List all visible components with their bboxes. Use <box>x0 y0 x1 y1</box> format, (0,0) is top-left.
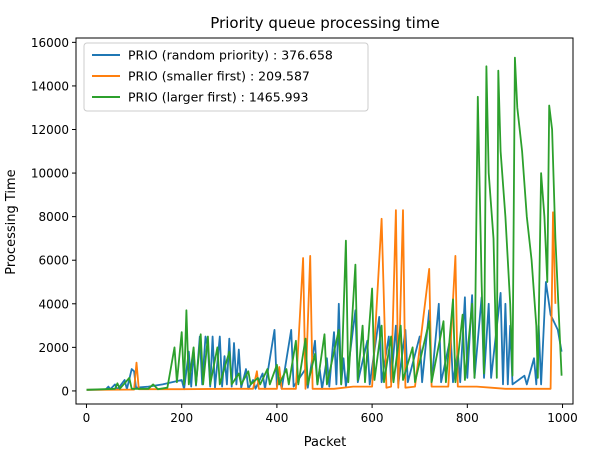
legend-label-1: PRIO (random priority) : 376.658 <box>128 48 333 63</box>
x-axis-label: Packet <box>304 435 347 450</box>
series-line-3 <box>86 56 563 391</box>
y-tick-label: 0 <box>61 384 69 398</box>
x-tick-label: 1000 <box>547 411 578 425</box>
x-tick-label: 200 <box>170 411 193 425</box>
legend: PRIO (random priority) : 376.658 PRIO (sm… <box>83 42 369 112</box>
y-tick-label: 8000 <box>38 210 69 224</box>
legend-label-2: PRIO (smaller first) : 209.587 <box>128 69 310 84</box>
y-tick-label: 4000 <box>38 297 69 311</box>
legend-box <box>83 42 369 112</box>
legend-label-3: PRIO (larger first) : 1465.993 <box>128 90 309 105</box>
x-tick-label: 400 <box>265 411 288 425</box>
x-axis-ticks: 0 200 400 600 800 1000 <box>83 404 578 425</box>
y-tick-label: 14000 <box>31 79 69 93</box>
y-tick-label: 12000 <box>31 123 69 137</box>
y-axis-label: Processing Time <box>4 169 19 274</box>
x-tick-label: 600 <box>361 411 384 425</box>
x-tick-label: 0 <box>83 411 91 425</box>
chart-title: Priority queue processing time <box>210 14 439 32</box>
plot-area <box>86 56 563 391</box>
axes-frame <box>75 37 574 405</box>
y-axis-ticks: 0 2000 4000 6000 8000 10000 12000 14000 16000 <box>31 36 76 398</box>
y-tick-label: 6000 <box>38 254 69 268</box>
series-line-2 <box>86 209 557 391</box>
y-tick-label: 2000 <box>38 341 69 355</box>
x-tick-label: 800 <box>456 411 479 425</box>
y-tick-label: 10000 <box>31 167 69 181</box>
y-tick-label: 16000 <box>31 36 69 50</box>
